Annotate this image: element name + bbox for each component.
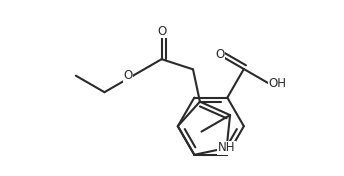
Text: O: O	[124, 69, 133, 82]
Text: OH: OH	[268, 77, 286, 90]
Text: O: O	[215, 48, 224, 61]
Text: NH: NH	[218, 142, 235, 154]
Text: O: O	[157, 25, 166, 38]
